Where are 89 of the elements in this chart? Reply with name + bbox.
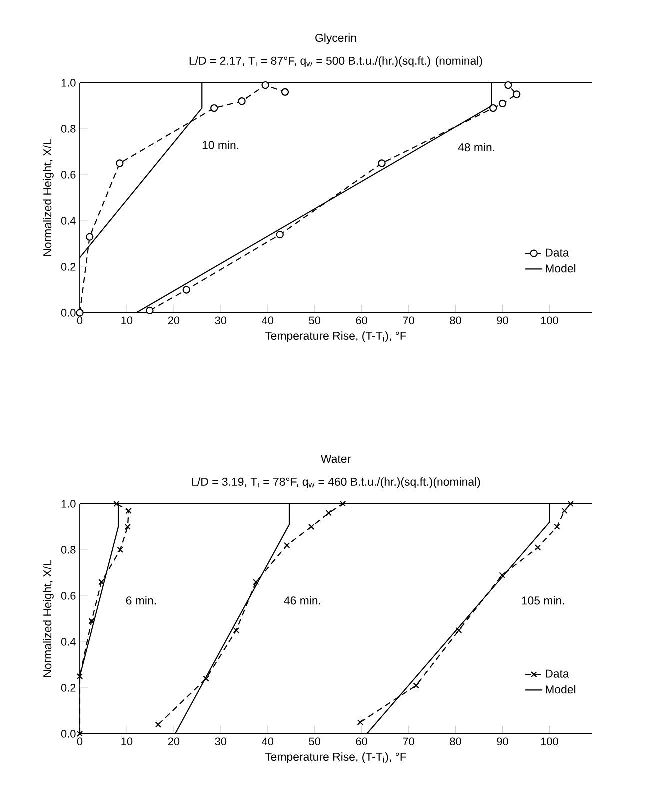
- x-tick-label: 40: [262, 738, 274, 746]
- point: [76, 730, 84, 738]
- y-tick-label: 1.0: [62, 500, 76, 508]
- annotation: 48 min.: [458, 143, 495, 152]
- point: [88, 618, 95, 624]
- point: [456, 627, 462, 634]
- x-tick-label: 100: [541, 738, 558, 746]
- x-tick-label: 40: [262, 316, 274, 325]
- x-tick-label: 100: [541, 316, 558, 325]
- point: [504, 81, 512, 90]
- x-tick-label: 60: [356, 316, 368, 325]
- x-tick-label: 80: [450, 316, 462, 325]
- point: [357, 719, 364, 726]
- point: [155, 722, 162, 728]
- x-tick-label: 50: [309, 316, 321, 325]
- y-tick-label: 0.0: [61, 730, 76, 738]
- x-axis-title: Temperature Rise, (T-T$_{i}$), °F: [265, 752, 406, 764]
- point: [498, 100, 507, 108]
- point: [326, 510, 332, 516]
- point: [554, 524, 560, 530]
- point: [98, 579, 105, 586]
- point: [76, 673, 84, 680]
- point: [281, 88, 290, 96]
- point: [182, 286, 190, 294]
- x-tick-label: 30: [215, 316, 227, 325]
- x-axis-title: Temperature Rise, (T-T$_{i}$), °F: [265, 332, 406, 342]
- x-tick-label: 10: [122, 738, 133, 746]
- y-tick-label: 0.4: [61, 638, 76, 646]
- y-axis-title: Normalized Height, X/L: [43, 140, 54, 256]
- y-tick-label: 0.6: [61, 171, 76, 179]
- x-tick-label: 20: [168, 738, 180, 746]
- point: [86, 233, 94, 241]
- x-tick-label: 0: [77, 738, 83, 746]
- point: [284, 542, 290, 548]
- point: [378, 160, 386, 168]
- point: [116, 160, 124, 168]
- x-tick-label: 80: [450, 738, 462, 746]
- point: [117, 546, 124, 554]
- y-axis-title: Normalized Height, X/L: [43, 560, 54, 677]
- y-tick-label: 0.6: [61, 592, 76, 600]
- x-tick-label: 10: [122, 316, 133, 325]
- x-tick-label: 60: [356, 738, 368, 746]
- point: [534, 544, 542, 551]
- y-tick-label: 0.0: [61, 309, 76, 317]
- y-tick-label: 0.8: [61, 546, 76, 554]
- y-tick-label: 0.2: [61, 263, 76, 271]
- point: [513, 90, 521, 98]
- y-tick-label: 0.4: [61, 217, 76, 225]
- point: [562, 508, 568, 514]
- point: [238, 98, 246, 106]
- point: [253, 579, 260, 586]
- point: [126, 508, 132, 514]
- x-tick-label: 70: [403, 316, 414, 325]
- x-tick-label: 90: [497, 738, 508, 746]
- chart-title: Glycerin: [316, 34, 356, 44]
- point: [490, 104, 498, 112]
- chart-subtitle: L/D = 3.19, T$_{i}$ = 78°F, q$_{w}$ = 460 B.t.u./(hr.)(sq.ft.)(nominal): [192, 478, 480, 488]
- chart-subtitle: L/D = 2.17, T$_{i}$ = 87°F, q$_{w}$ = 500 B.t.u./(hr.)(sq.ft.) (nominal): [190, 56, 482, 68]
- x-tick-label: 50: [309, 738, 321, 746]
- annotation: 6 min.: [126, 596, 156, 605]
- y-tick-label: 1.0: [62, 79, 76, 87]
- legend-label: Model: [546, 685, 576, 694]
- point: [203, 676, 210, 682]
- annotation: 105 min.: [522, 596, 564, 605]
- point: [340, 500, 346, 508]
- legend-label: Data: [546, 248, 570, 257]
- point: [233, 627, 240, 634]
- annotation: 10 min.: [202, 140, 239, 150]
- x-tick-label: 90: [497, 316, 508, 325]
- point: [568, 500, 574, 508]
- point: [76, 309, 84, 317]
- annotation: 46 min.: [284, 596, 320, 605]
- x-tick-label: 0: [77, 316, 83, 325]
- x-tick-label: 70: [403, 738, 414, 746]
- point: [146, 306, 154, 315]
- chart-title: Water: [320, 455, 351, 464]
- legend-label: Data: [546, 670, 570, 678]
- point: [124, 524, 131, 530]
- point: [308, 524, 315, 530]
- x-tick-label: 20: [168, 316, 180, 325]
- point: [499, 572, 506, 578]
- point: [413, 682, 420, 689]
- x-tick-label: 30: [215, 738, 227, 746]
- point: [262, 81, 270, 90]
- point: [276, 230, 284, 239]
- point: [210, 104, 218, 112]
- y-tick-label: 0.8: [61, 125, 76, 133]
- y-tick-label: 0.2: [61, 684, 76, 692]
- legend-label: Model: [546, 264, 576, 273]
